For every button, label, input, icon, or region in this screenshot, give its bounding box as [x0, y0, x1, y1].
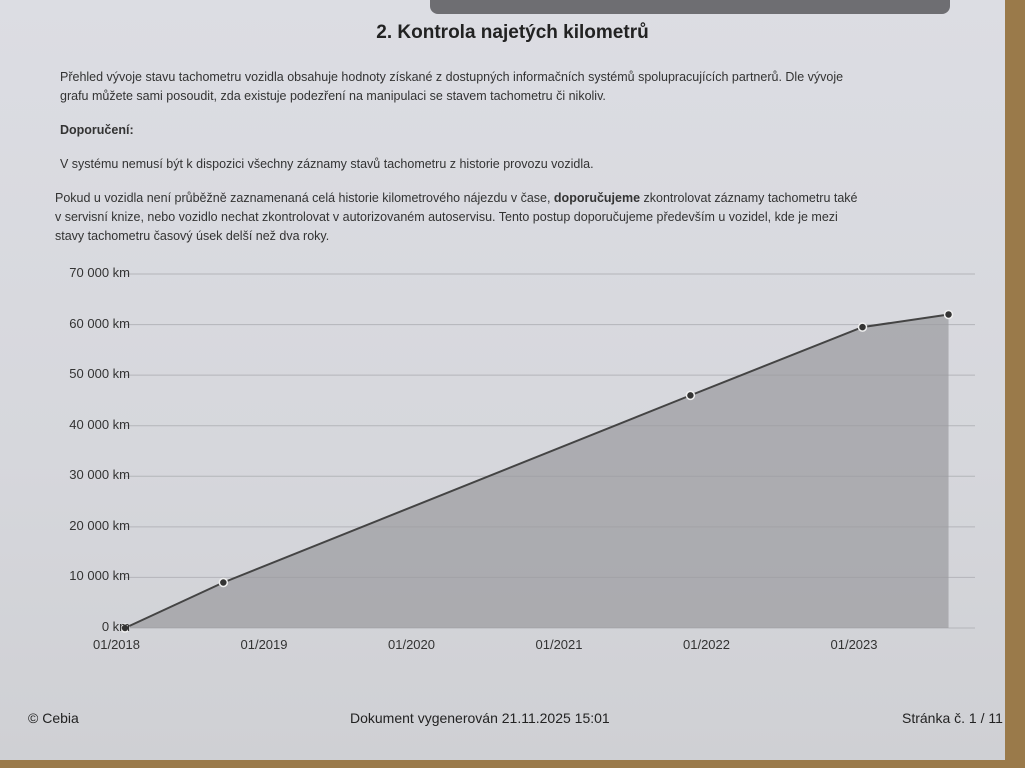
y-tick-label: 70 000 km [69, 265, 130, 280]
x-tick-label: 01/2021 [535, 637, 583, 652]
advice-line: stavy tachometru časový úsek delší než d… [55, 229, 330, 243]
area-fill [125, 314, 949, 628]
recommendation-heading: Doporučení: [60, 123, 134, 137]
y-tick-label: 10 000 km [69, 568, 130, 584]
section-title: 2. Kontrola najetých kilometrů [376, 22, 649, 43]
y-tick-label: 40 000 km [69, 416, 130, 432]
y-tick-label: 60 000 km [69, 315, 130, 331]
footer-copyright: © Cebia [28, 710, 79, 726]
y-tick-label: 20 000 km [69, 517, 130, 533]
data-point [685, 390, 696, 401]
intro-paragraph: Přehled vývoje stavu tachometru vozidla … [60, 68, 970, 106]
x-tick-label: 01/2022 [683, 637, 730, 652]
advice-text: zkontrolovat záznamy tachometru také [640, 191, 858, 205]
footer-page-number: Stránka č. 1 / 11 [902, 710, 1003, 726]
y-tick-label: 50 000 km [69, 366, 130, 382]
x-tick-label: 01/2023 [830, 637, 878, 652]
x-tick-label: 01/2020 [388, 637, 435, 652]
advice-paragraph: Pokud u vozidla není průběžně zaznamenan… [55, 189, 965, 246]
advice-text: Pokud u vozidla není průběžně zaznamenan… [55, 191, 554, 205]
intro-line: grafu můžete sami posoudit, zda existuje… [60, 89, 606, 103]
intro-line: Přehled vývoje stavu tachometru vozidla … [60, 70, 844, 84]
y-tick-label: 0 km [101, 619, 130, 634]
page-header-bar [430, 0, 950, 14]
y-tick-label: 30 000 km [69, 467, 130, 483]
advice-bold: doporučujeme [553, 191, 641, 205]
data-point [120, 623, 130, 633]
x-tick-label: 01/2018 [93, 637, 140, 652]
advice-line: v servisní knize, nebo vozidlo nechat zk… [55, 210, 838, 224]
footer-generated: Dokument vygenerován 21.11.2025 15:01 [350, 710, 610, 726]
data-point [218, 577, 229, 588]
data-point [943, 309, 954, 320]
recommendation-text: V systému nemusí být k dispozici všechny… [60, 157, 594, 171]
x-tick-label: 01/2019 [240, 637, 288, 652]
data-point [857, 322, 868, 332]
